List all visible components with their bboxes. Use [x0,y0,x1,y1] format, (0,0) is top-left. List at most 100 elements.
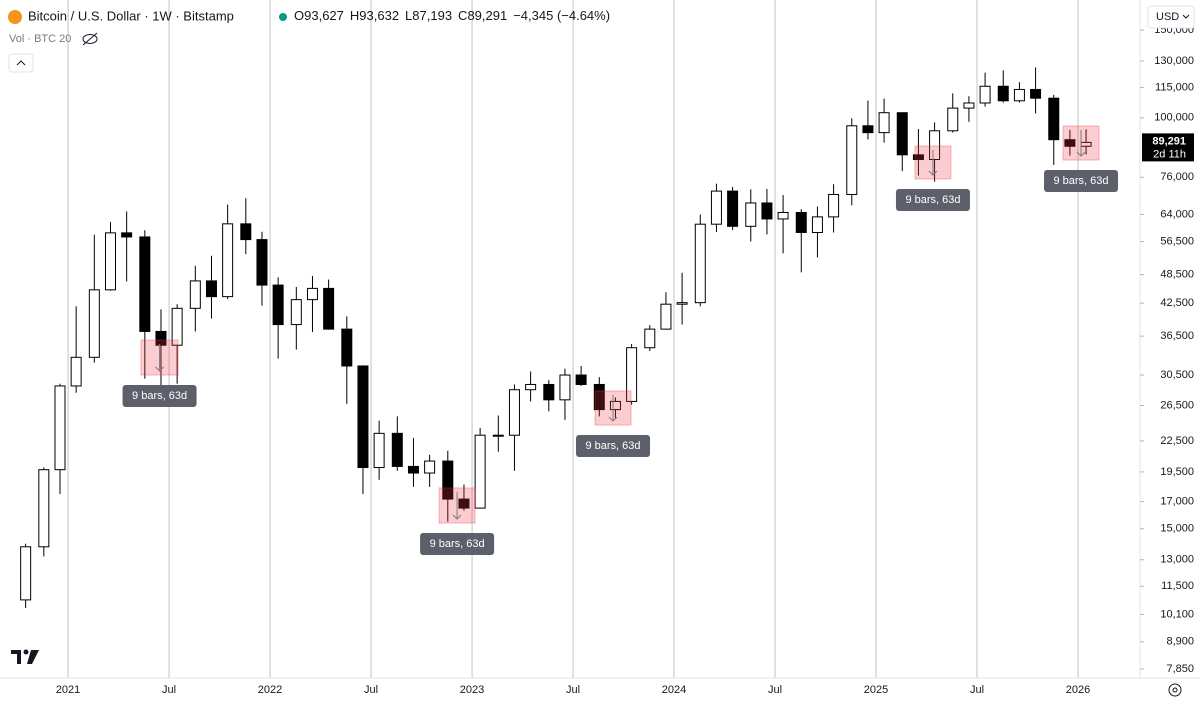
range-arrow [608,395,618,422]
y-tick-label: 150,000 [1154,24,1194,36]
candle-body [290,299,302,326]
candle-body [777,211,789,220]
candle-body [1048,97,1060,141]
candle-body [88,289,100,358]
candle-body [492,434,504,437]
countdown: 2d 11h [1153,148,1186,160]
range-label-bg [1044,170,1119,193]
y-tick-label: 42,500 [1160,297,1194,309]
candle-body [474,434,486,509]
range-label-bg [122,385,197,408]
candle-body [171,307,183,346]
x-tick-label: 2024 [662,684,686,696]
candle-body [593,383,605,411]
time-axis [0,678,1200,702]
change: −4,345 (−4.64%) [513,8,610,23]
hide-icon[interactable] [82,32,98,46]
range-label: 9 bars, 63d [905,194,960,206]
candle-body [963,102,975,109]
x-tick-label: 2022 [258,684,282,696]
y-tick-label: 22,500 [1160,435,1194,447]
candle-body [373,432,385,469]
ohlc-key: O [294,8,304,23]
candle-body [525,383,537,391]
candle-body [575,374,587,385]
ohlc-key: L [405,8,412,23]
y-tick-label: 64,000 [1160,208,1194,220]
y-tick-label: 30,500 [1160,369,1194,381]
candle-body [407,465,419,474]
candle-body [205,280,217,298]
candle-body [139,236,151,332]
range-arrow [1076,130,1086,157]
ohlc-key: H [350,8,359,23]
y-tick-label: 76,000 [1160,171,1194,183]
ohlc-value: 87,193 [412,8,452,23]
range-label: 9 bars, 63d [430,538,485,550]
last-price-bg [1142,133,1194,162]
indicator-label[interactable]: Vol · BTC 20 [9,33,71,45]
candle-body [727,190,739,227]
y-tick-label: 100,000 [1154,112,1194,124]
currency-button[interactable] [1147,5,1195,29]
candle-body [1013,88,1025,102]
candle-body [947,107,959,132]
tradingview-logo [11,649,39,664]
candle-body [609,400,621,411]
ohlc-values: O93,627 H93,632 L87,193 C89,291 −4,345 (−4.6… [294,8,610,23]
ohlc-value: 89,291 [467,8,507,23]
candle-body [761,202,773,220]
candle-body [878,112,890,134]
candle-body [846,125,858,195]
axes: 2021 Jul 2022 Jul 2023 Jul 2024 Jul 2025 Jul 2026 1… [56,24,1194,696]
candle-body [811,216,823,233]
range-arrow [452,491,462,520]
candle-body [508,389,520,436]
ohlc-value: 93,627 [304,8,344,23]
candle-body [155,330,167,346]
candle-body [745,202,757,227]
y-tick-label: 7,850 [1166,663,1194,675]
settings-icon[interactable] [1168,683,1182,697]
candle-body [458,498,470,509]
x-tick-label: Jul [768,684,782,696]
x-tick-label: Jul [162,684,176,696]
candle-body [1064,139,1076,147]
x-tick-label: Jul [566,684,580,696]
range-arrow [155,344,164,372]
range-label: 9 bars, 63d [132,390,187,402]
candle-body [256,239,268,286]
ohlc-key: C [458,8,467,23]
candle-body [543,383,555,401]
y-tick-label: 11,500 [1161,580,1194,592]
candle-body [660,303,672,330]
candle-body [357,365,369,469]
candle-body [54,385,66,471]
last-price: 89,291 [1152,135,1186,147]
candle-body [121,232,133,238]
candle-body [442,460,454,500]
candle-body [559,374,571,401]
y-tick-label: 10,100 [1160,608,1194,620]
candle-body [341,328,353,367]
candle-body [626,347,638,402]
candle-body [424,460,436,474]
candle-body [795,211,807,233]
range-label-bg [895,188,970,211]
y-tick-label: 8,900 [1166,636,1194,648]
candle-body [1030,88,1042,99]
y-tick-label: 26,500 [1160,399,1194,411]
grid [67,0,1079,678]
candle-body [979,85,991,104]
ohlc-value: 93,632 [359,8,399,23]
chart-title: Bitcoin / U.S. Dollar · 1W · Bitstamp [28,8,234,23]
candle-body [676,302,688,305]
range-label: 9 bars, 63d [1053,175,1108,187]
y-tick-label: 130,000 [1154,55,1194,67]
y-tick-label: 13,000 [1160,554,1194,566]
collapse-button[interactable] [8,53,34,73]
candle-body [710,190,722,225]
candle-body [104,232,116,291]
